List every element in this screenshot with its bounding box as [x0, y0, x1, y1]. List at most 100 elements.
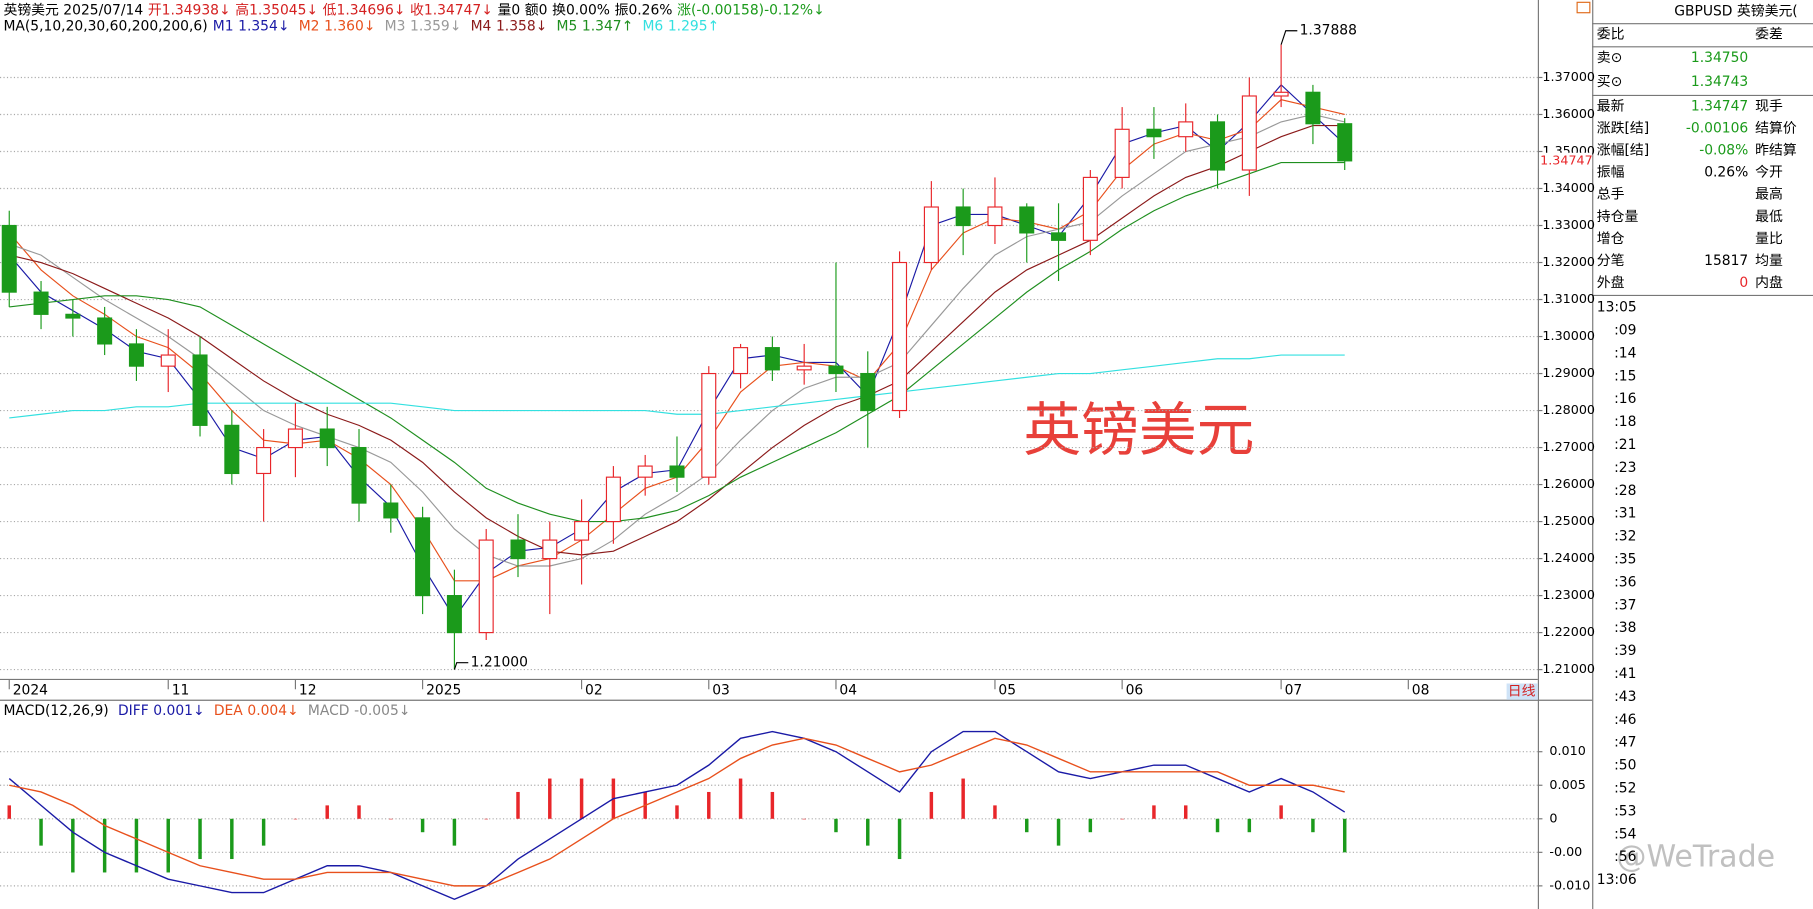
ma-title: MA(5,10,20,30,60,200,200,6)	[3, 19, 207, 35]
tick-time: :38	[1614, 620, 1636, 636]
candle-body	[828, 365, 844, 375]
legend-name: M3	[385, 19, 406, 35]
panel-toggle-icon[interactable]	[1576, 1, 1591, 14]
row-label: 委比	[1597, 27, 1625, 43]
macd-bar	[929, 791, 934, 819]
candle-body	[923, 206, 939, 264]
macd-bar	[420, 818, 425, 833]
candle-body	[987, 206, 1003, 227]
macd-bar	[897, 818, 902, 860]
tick-time: :14	[1614, 345, 1636, 361]
y-tick-label: 1.27000	[1542, 439, 1595, 454]
row-label: 委差	[1755, 27, 1783, 43]
x-tick-label: 03	[712, 682, 730, 698]
row-label: 买⊙	[1597, 74, 1622, 90]
ma-line	[9, 125, 1345, 556]
macd-line	[9, 737, 1345, 887]
macd-bar	[802, 818, 806, 820]
y-tick-label: 1.33000	[1542, 217, 1595, 232]
row-label: 卖⊙	[1597, 50, 1622, 66]
y-tick-label: 0	[1549, 810, 1557, 825]
tick-time: :41	[1614, 666, 1636, 682]
legend-value: 1.347↑	[582, 19, 633, 35]
candle-body	[415, 517, 431, 597]
y-tick-label: 1.32000	[1542, 254, 1595, 269]
tick-time: :32	[1614, 529, 1636, 545]
legend-value: 1.360↓	[324, 19, 375, 35]
credit: @WeTrade	[1616, 840, 1775, 875]
tick-time: :21	[1614, 437, 1636, 453]
tick-time: :50	[1614, 758, 1636, 774]
candle-body	[733, 347, 749, 375]
macd-bar	[230, 818, 234, 860]
tick-time: :16	[1614, 391, 1636, 407]
legend-name: M6	[642, 19, 663, 35]
macd-bar	[484, 818, 488, 820]
header-item: 低1.34696↓	[323, 2, 406, 18]
header-item: 英镑美元 2025/07/14	[3, 1, 143, 18]
row-value: 0.26%	[1704, 165, 1748, 181]
ma-line	[9, 162, 1345, 523]
candle-body	[605, 476, 621, 523]
tick-time: :47	[1614, 735, 1636, 751]
legend-value: 1.354↓	[238, 19, 289, 35]
header-item: 额0	[525, 2, 548, 18]
candle-body	[764, 347, 780, 371]
current-price-label: 1.34747	[1540, 152, 1593, 167]
y-tick-label: 1.29000	[1542, 365, 1595, 380]
tick-time: :31	[1614, 506, 1636, 522]
legend-value: 0.004↓	[247, 703, 298, 719]
y-tick-label: 1.23000	[1542, 587, 1595, 602]
macd-bar	[134, 818, 139, 873]
y-tick-label: 1.26000	[1542, 476, 1595, 491]
y-tick-label: 0.005	[1549, 777, 1585, 792]
legend-name: MACD	[308, 703, 350, 719]
candle-body	[701, 372, 717, 478]
row-value: 0	[1739, 275, 1748, 291]
row-label: 量比	[1755, 231, 1783, 247]
row-label: 持仓量	[1597, 209, 1639, 225]
x-tick-label: 07	[1285, 682, 1303, 698]
tick-time: :15	[1614, 368, 1636, 384]
legend-name: DEA	[214, 703, 243, 719]
macd-bar	[1088, 818, 1093, 833]
x-tick-label: 12	[299, 682, 317, 698]
macd-bar	[389, 818, 393, 820]
candle-body	[955, 206, 971, 227]
row-label: 分笔	[1597, 253, 1625, 269]
row-label: 最低	[1755, 209, 1783, 225]
macd-bar	[325, 805, 329, 819]
period-label[interactable]: 日线	[1508, 684, 1536, 700]
candle-body	[319, 428, 335, 449]
tick-time: :28	[1614, 483, 1636, 499]
legend: MACD(12,26,9) DIFF 0.001↓ DEA 0.004↓ MACD -0.0…	[3, 703, 410, 719]
x-tick-label: 02	[585, 682, 603, 698]
candle-body	[574, 520, 590, 541]
candle-body	[1210, 121, 1226, 171]
y-tick-label: 1.34000	[1542, 180, 1595, 195]
header-item: 高1.35045↓	[235, 1, 318, 18]
y-tick-label: 1.25000	[1542, 513, 1595, 528]
period-button[interactable]	[1506, 683, 1538, 700]
macd-bar	[1152, 805, 1156, 819]
legend-name: M4	[471, 19, 492, 35]
legend-value: 1.358↓	[496, 19, 547, 35]
candle-body	[128, 343, 144, 367]
macd-bar	[293, 818, 298, 820]
quote-header: 英镑美元 2025/07/14 开1.34938↓ 高1.35045↓ 低1.3469…	[3, 1, 824, 18]
legend-value: 1.359↓	[410, 19, 461, 35]
x-tick-label: 08	[1412, 682, 1430, 698]
tick-time: :46	[1614, 712, 1636, 728]
ma-line	[9, 113, 1345, 567]
candle-body	[1178, 121, 1194, 138]
candle-body	[669, 465, 685, 478]
y-tick-label: 1.28000	[1542, 402, 1595, 417]
tick-time: :35	[1614, 552, 1636, 568]
macd-bar	[166, 818, 170, 873]
candle-body	[478, 539, 494, 634]
macd-bar	[261, 818, 266, 846]
annotation-leader	[453, 662, 469, 670]
row-label: 现手	[1755, 98, 1783, 114]
